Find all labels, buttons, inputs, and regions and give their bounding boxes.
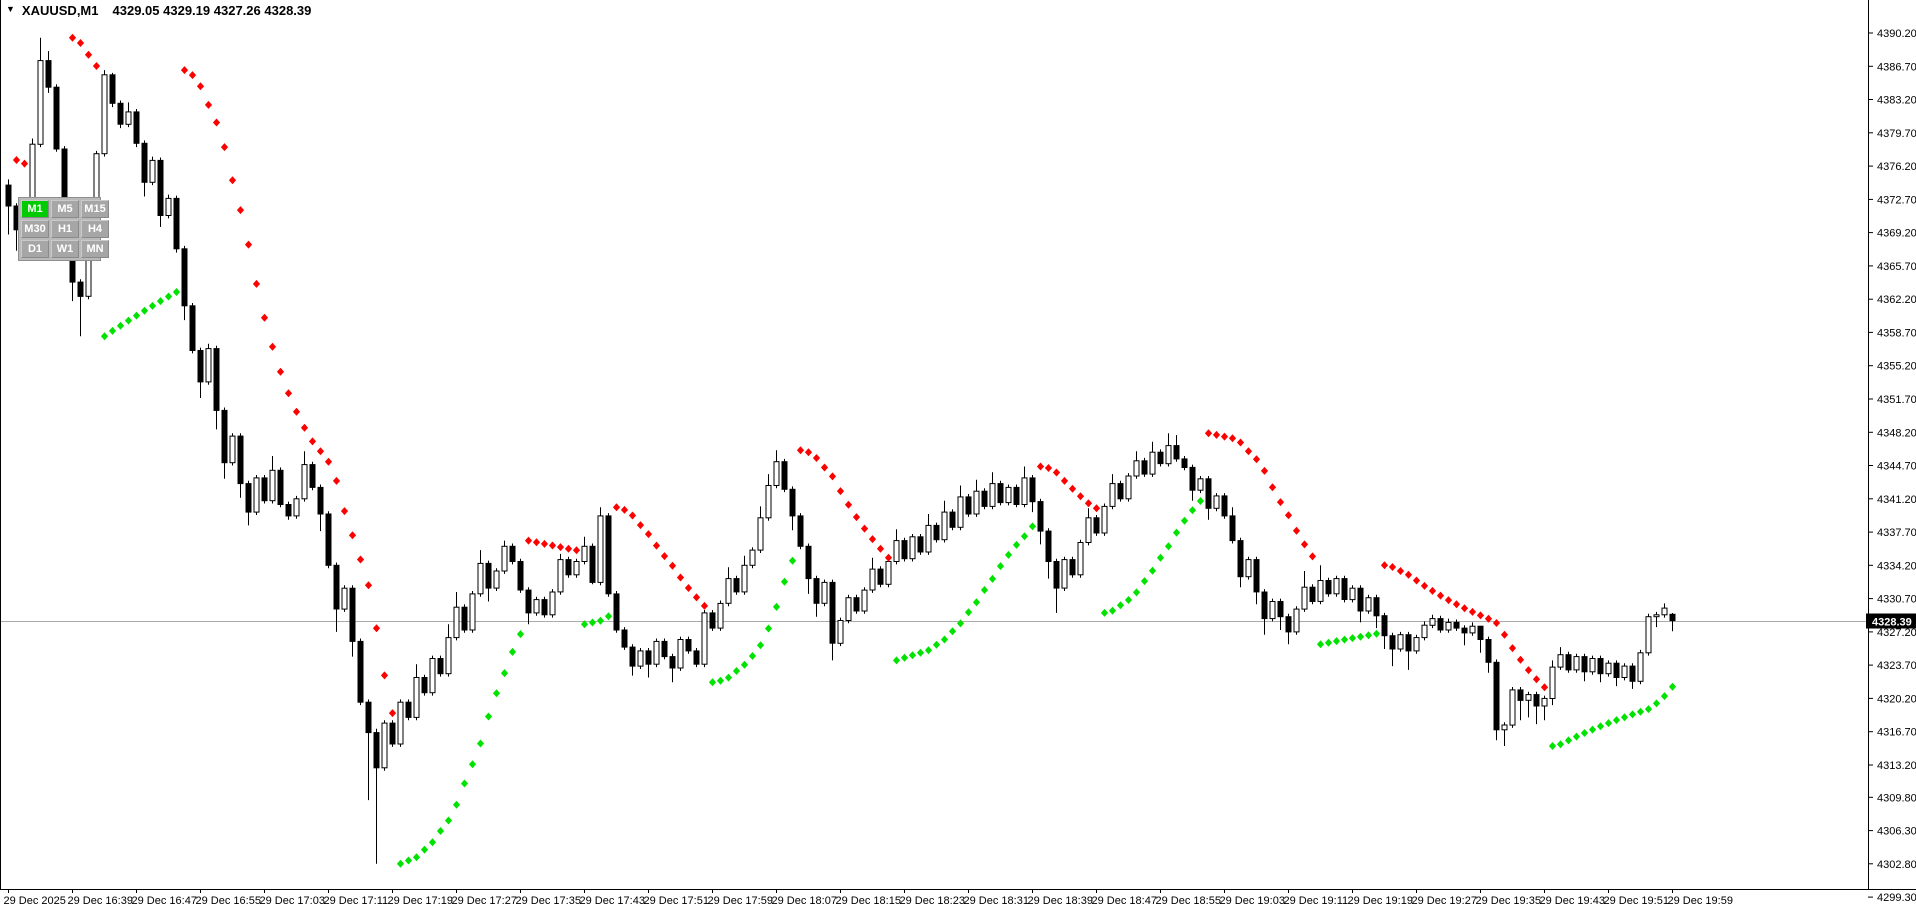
svg-text:29 Dec 18:23: 29 Dec 18:23 — [900, 895, 965, 907]
svg-text:29 Dec 17:19: 29 Dec 17:19 — [388, 895, 453, 907]
svg-text:4383.20: 4383.20 — [1877, 95, 1916, 107]
svg-text:29 Dec 18:07: 29 Dec 18:07 — [772, 895, 837, 907]
svg-text:29 Dec 19:27: 29 Dec 19:27 — [1412, 895, 1477, 907]
svg-text:4309.80: 4309.80 — [1877, 792, 1916, 804]
svg-text:4341.20: 4341.20 — [1877, 494, 1916, 506]
ohlc-low-value: 4327.26 — [213, 2, 261, 18]
tf-button-mn[interactable]: MN — [81, 240, 109, 258]
svg-text:4323.70: 4323.70 — [1877, 660, 1916, 672]
svg-text:29 Dec 18:47: 29 Dec 18:47 — [1092, 895, 1157, 907]
svg-text:29 Dec 19:19: 29 Dec 19:19 — [1348, 895, 1413, 907]
svg-text:29 Dec 16:47: 29 Dec 16:47 — [132, 895, 197, 907]
tf-button-m30[interactable]: M30 — [21, 220, 49, 238]
ohlc-close-value: 4328.39 — [264, 2, 312, 18]
svg-text:4306.30: 4306.30 — [1877, 826, 1916, 838]
svg-text:4351.70: 4351.70 — [1877, 394, 1916, 406]
svg-text:29 Dec 18:39: 29 Dec 18:39 — [1028, 895, 1093, 907]
svg-text:29 Dec 17:35: 29 Dec 17:35 — [516, 895, 581, 907]
svg-text:4328.39: 4328.39 — [1872, 617, 1912, 629]
candles-layer — [5, 37, 1676, 864]
svg-text:4344.70: 4344.70 — [1877, 461, 1916, 473]
svg-text:29 Dec 19:35: 29 Dec 19:35 — [1476, 895, 1541, 907]
svg-text:29 Dec 2025: 29 Dec 2025 — [4, 895, 66, 907]
svg-text:29 Dec 18:15: 29 Dec 18:15 — [836, 895, 901, 907]
svg-text:29 Dec 17:51: 29 Dec 17:51 — [644, 895, 709, 907]
svg-text:4330.70: 4330.70 — [1877, 594, 1916, 606]
svg-text:4376.20: 4376.20 — [1877, 161, 1916, 173]
timeframe-panel: M1 M5 M15 M30 H1 H4 D1 W1 MN — [18, 197, 109, 261]
svg-text:4390.20: 4390.20 — [1877, 28, 1916, 40]
svg-text:29 Dec 17:43: 29 Dec 17:43 — [580, 895, 645, 907]
tf-button-m15[interactable]: M15 — [81, 200, 109, 218]
tf-button-w1[interactable]: W1 — [51, 240, 79, 258]
svg-text:29 Dec 17:27: 29 Dec 17:27 — [452, 895, 517, 907]
tf-button-m5[interactable]: M5 — [51, 200, 79, 218]
svg-text:4337.70: 4337.70 — [1877, 527, 1916, 539]
svg-text:29 Dec 16:55: 29 Dec 16:55 — [196, 895, 261, 907]
svg-text:29 Dec 19:11: 29 Dec 19:11 — [1284, 895, 1349, 907]
svg-text:29 Dec 19:59: 29 Dec 19:59 — [1668, 895, 1733, 907]
svg-text:29 Dec 17:59: 29 Dec 17:59 — [708, 895, 773, 907]
tf-button-d1[interactable]: D1 — [21, 240, 49, 258]
svg-text:29 Dec 19:43: 29 Dec 19:43 — [1540, 895, 1605, 907]
svg-text:29 Dec 19:51: 29 Dec 19:51 — [1604, 895, 1669, 907]
svg-text:4355.20: 4355.20 — [1877, 361, 1916, 373]
svg-text:4327.20: 4327.20 — [1877, 627, 1916, 639]
svg-text:29 Dec 17:03: 29 Dec 17:03 — [260, 895, 325, 907]
current-price-tag: 4328.39 — [1866, 613, 1916, 629]
chart-header: ▼ XAUUSD,M1 4329.05 4329.19 4327.26 4328… — [6, 2, 311, 18]
svg-text:4379.70: 4379.70 — [1877, 128, 1916, 140]
svg-text:4365.70: 4365.70 — [1877, 261, 1916, 273]
tf-button-h4[interactable]: H4 — [81, 220, 109, 238]
symbol-dropdown-icon: ▼ — [6, 4, 15, 14]
svg-text:4348.20: 4348.20 — [1877, 427, 1916, 439]
tf-button-h1[interactable]: H1 — [51, 220, 79, 238]
svg-text:4316.70: 4316.70 — [1877, 727, 1916, 739]
svg-text:4386.70: 4386.70 — [1877, 61, 1916, 73]
symbol-timeframe-label: XAUUSD,M1 — [21, 2, 99, 18]
tf-button-m1[interactable]: M1 — [21, 200, 49, 218]
parabolic-sar-layer — [12, 33, 1677, 868]
svg-text:4369.20: 4369.20 — [1877, 228, 1916, 240]
svg-text:4313.20: 4313.20 — [1877, 760, 1916, 772]
svg-text:29 Dec 17:11: 29 Dec 17:11 — [324, 895, 389, 907]
svg-text:4372.70: 4372.70 — [1877, 194, 1916, 206]
svg-text:29 Dec 18:31: 29 Dec 18:31 — [964, 895, 1029, 907]
svg-text:4358.70: 4358.70 — [1877, 327, 1916, 339]
svg-text:4362.20: 4362.20 — [1877, 294, 1916, 306]
svg-text:4299.30: 4299.30 — [1877, 892, 1916, 904]
ohlc-high-value: 4329.19 — [163, 2, 211, 18]
svg-text:29 Dec 19:03: 29 Dec 19:03 — [1220, 895, 1285, 907]
svg-text:29 Dec 18:55: 29 Dec 18:55 — [1156, 895, 1221, 907]
svg-text:4334.20: 4334.20 — [1877, 560, 1916, 572]
svg-text:29 Dec 16:39: 29 Dec 16:39 — [68, 895, 133, 907]
ohlc-open-value: 4329.05 — [112, 2, 160, 18]
svg-text:4320.20: 4320.20 — [1877, 693, 1916, 705]
svg-text:4302.80: 4302.80 — [1877, 859, 1916, 871]
